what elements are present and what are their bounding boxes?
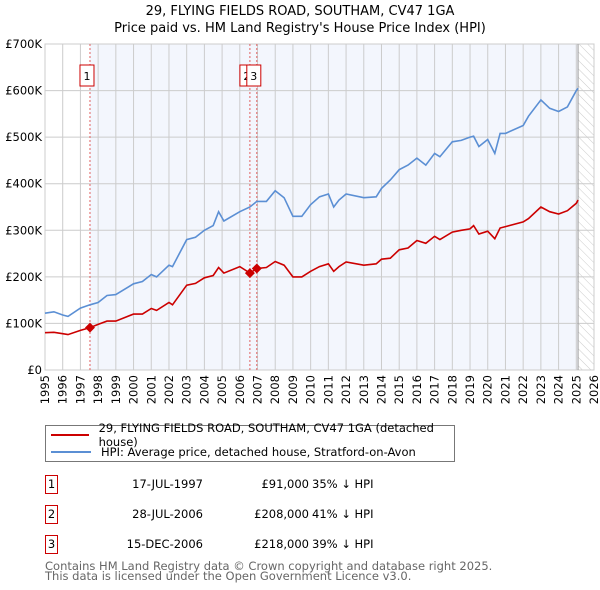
chart-subtitle: Price paid vs. HM Land Registry's House … — [114, 21, 486, 36]
x-tick-label: 2023 — [534, 375, 548, 404]
x-tick-label: 2005 — [215, 375, 229, 404]
series-line — [44, 87, 579, 318]
x-tick-label: 2011 — [321, 375, 335, 404]
sale-row: 3 15-DEC-2006 £218,000 39% ↓ HPI — [45, 535, 445, 555]
series-line — [44, 199, 579, 336]
legend-swatch-red — [51, 433, 89, 436]
x-tick-label: 2000 — [127, 375, 141, 404]
sale-marker-box: 2 — [45, 505, 58, 524]
sale-price: £91,000 — [261, 477, 309, 491]
sale-point — [84, 322, 95, 333]
x-tick-label: 2001 — [144, 375, 158, 404]
x-tick-label: 2016 — [410, 375, 424, 404]
y-tick-label: £0 — [27, 363, 42, 377]
y-tick-label: £300K — [5, 223, 42, 237]
x-tick-label: 2003 — [180, 375, 194, 404]
sale-label-box — [246, 64, 262, 87]
legend-label: HPI: Average price, detached house, Stra… — [101, 444, 416, 459]
x-tick-label: 2015 — [392, 375, 406, 404]
chart-title: 29, FLYING FIELDS ROAD, SOUTHAM, CV47 1G… — [145, 4, 455, 19]
legend-swatch-blue — [51, 450, 91, 453]
sale-date: 17-JUL-1997 — [132, 477, 203, 491]
sale-hpi-diff: 41% ↓ HPI — [312, 507, 374, 521]
sale-date: 15-DEC-2006 — [126, 537, 203, 551]
x-tick-label: 2026 — [587, 375, 600, 404]
y-tick-label: £100K — [5, 316, 42, 330]
x-tick-label: 2014 — [374, 375, 388, 404]
sale-marker-box: 1 — [45, 475, 58, 494]
sale-row: 2 28-JUL-2006 £208,000 41% ↓ HPI — [45, 505, 445, 525]
footer-licence: This data is licensed under the Open Gov… — [45, 569, 412, 583]
y-tick-label: £700K — [5, 37, 42, 51]
sale-label: 1 — [79, 64, 95, 87]
sale-hpi-diff: 35% ↓ HPI — [312, 477, 374, 491]
sale-point — [244, 268, 255, 279]
x-tick-label: 2022 — [516, 375, 530, 404]
legend: 29, FLYING FIELDS ROAD, SOUTHAM, CV47 1G… — [45, 421, 455, 462]
x-tick-label: 2013 — [357, 375, 371, 404]
x-tick-label: 2002 — [162, 375, 176, 404]
sale-point — [251, 263, 262, 274]
x-tick-label: 1999 — [109, 375, 123, 404]
x-tick-label: 2010 — [304, 375, 318, 404]
sale-label-text: 1 — [83, 70, 90, 83]
x-tick-label: 1995 — [38, 375, 52, 404]
x-tick-label: 2004 — [197, 375, 211, 404]
sale-marker-box: 3 — [45, 535, 58, 554]
x-tick-label: 2025 — [569, 375, 583, 404]
y-tick-label: £600K — [5, 84, 42, 98]
sale-row: 1 17-JUL-1997 £91,000 35% ↓ HPI — [45, 475, 445, 495]
x-tick-label: 2009 — [286, 375, 300, 404]
x-tick-label: 2018 — [445, 375, 459, 404]
y-tick-label: £500K — [5, 130, 42, 144]
x-tick-label: 2006 — [233, 375, 247, 404]
x-tick-label: 2024 — [552, 375, 566, 404]
sale-label: 3 — [246, 64, 262, 87]
x-tick-label: 2008 — [268, 375, 282, 404]
legend-item-hpi: HPI: Average price, detached house, Stra… — [51, 443, 416, 460]
sale-hpi-diff: 39% ↓ HPI — [312, 537, 374, 551]
sale-label-box — [79, 64, 95, 87]
x-tick-label: 2019 — [463, 375, 477, 404]
x-tick-label: 1997 — [73, 375, 87, 404]
x-tick-label: 2007 — [251, 375, 265, 404]
x-tick-label: 1996 — [56, 375, 70, 404]
x-tick-label: 2012 — [339, 375, 353, 404]
y-tick-label: £400K — [5, 177, 42, 191]
legend-label: 29, FLYING FIELDS ROAD, SOUTHAM, CV47 1G… — [98, 420, 434, 449]
x-tick-label: 2020 — [481, 375, 495, 404]
sale-price: £208,000 — [254, 507, 309, 521]
sale-date: 28-JUL-2006 — [132, 507, 203, 521]
sale-label-text: 3 — [250, 70, 257, 83]
legend-item-property: 29, FLYING FIELDS ROAD, SOUTHAM, CV47 1G… — [51, 421, 454, 449]
price-chart: £0 £100K £200K £300K £400K £500K £600K £700K 199… — [5, 37, 600, 404]
y-tick-label: £200K — [5, 270, 42, 284]
x-tick-label: 1998 — [91, 375, 105, 404]
x-tick-label: 2021 — [498, 375, 512, 404]
future-hatch — [578, 44, 594, 370]
plot-border — [44, 43, 595, 371]
footer-copyright: Contains HM Land Registry data © Crown c… — [45, 559, 493, 573]
x-tick-label: 2017 — [428, 375, 442, 404]
sale-price: £218,000 — [254, 537, 309, 551]
